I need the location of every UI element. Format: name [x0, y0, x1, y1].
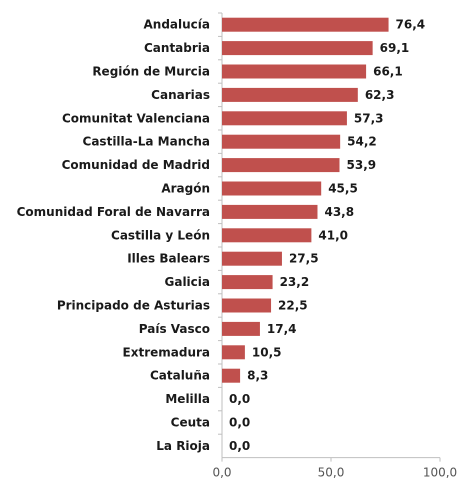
data-label: 69,1 [380, 41, 410, 55]
category-label: Ceuta [171, 416, 210, 430]
category-label: Región de Murcia [92, 65, 210, 79]
bar [222, 64, 367, 79]
data-label: 54,2 [347, 135, 377, 149]
bar [222, 158, 340, 173]
category-label: País Vasco [139, 322, 210, 336]
bar [222, 134, 341, 149]
data-label: 10,5 [252, 345, 282, 359]
bar [222, 368, 241, 383]
category-label: Castilla-La Mancha [83, 135, 210, 149]
bar [222, 111, 347, 126]
data-label: 62,3 [365, 88, 395, 102]
x-tick-label: 100,0 [423, 466, 457, 480]
category-label: Comunidad de Madrid [62, 158, 210, 172]
category-label: Galicia [165, 275, 211, 289]
x-tick-label: 0,0 [212, 466, 231, 480]
bar [222, 181, 322, 196]
data-label: 0,0 [229, 439, 250, 453]
category-label: Castilla y León [111, 228, 210, 242]
category-label: Canarias [151, 88, 210, 102]
category-label: Comunitat Valenciana [62, 111, 210, 125]
category-label: Cataluña [150, 369, 210, 383]
category-label: La Rioja [156, 439, 210, 453]
data-label: 76,4 [396, 18, 426, 32]
category-label: Comunidad Foral de Navarra [17, 205, 210, 219]
bar [222, 41, 373, 56]
category-label: Principado de Asturias [57, 299, 210, 313]
category-label: Illes Balears [127, 252, 210, 266]
bar [222, 228, 312, 243]
data-label: 8,3 [247, 369, 268, 383]
data-label: 41,0 [318, 228, 348, 242]
x-tick-label: 50,0 [318, 466, 345, 480]
bar [222, 204, 318, 219]
data-label: 22,5 [278, 299, 308, 313]
data-label: 0,0 [229, 416, 250, 430]
data-label: 17,4 [267, 322, 297, 336]
bar [222, 321, 260, 336]
bar [222, 275, 273, 290]
bar [222, 345, 245, 360]
bar [222, 17, 389, 32]
category-label: Aragón [161, 182, 210, 196]
bar [222, 87, 358, 102]
data-label: 66,1 [373, 65, 403, 79]
data-label: 43,8 [324, 205, 354, 219]
category-label: Andalucía [144, 18, 211, 32]
bar [222, 251, 282, 266]
data-label: 53,9 [347, 158, 377, 172]
category-label: Cantabria [144, 41, 210, 55]
bar [222, 298, 272, 313]
data-label: 0,0 [229, 392, 250, 406]
data-label: 57,3 [354, 111, 384, 125]
data-label: 23,2 [280, 275, 310, 289]
category-label: Melilla [165, 392, 210, 406]
data-label: 45,5 [328, 182, 358, 196]
data-label: 27,5 [289, 252, 319, 266]
category-label: Extremadura [123, 345, 210, 359]
